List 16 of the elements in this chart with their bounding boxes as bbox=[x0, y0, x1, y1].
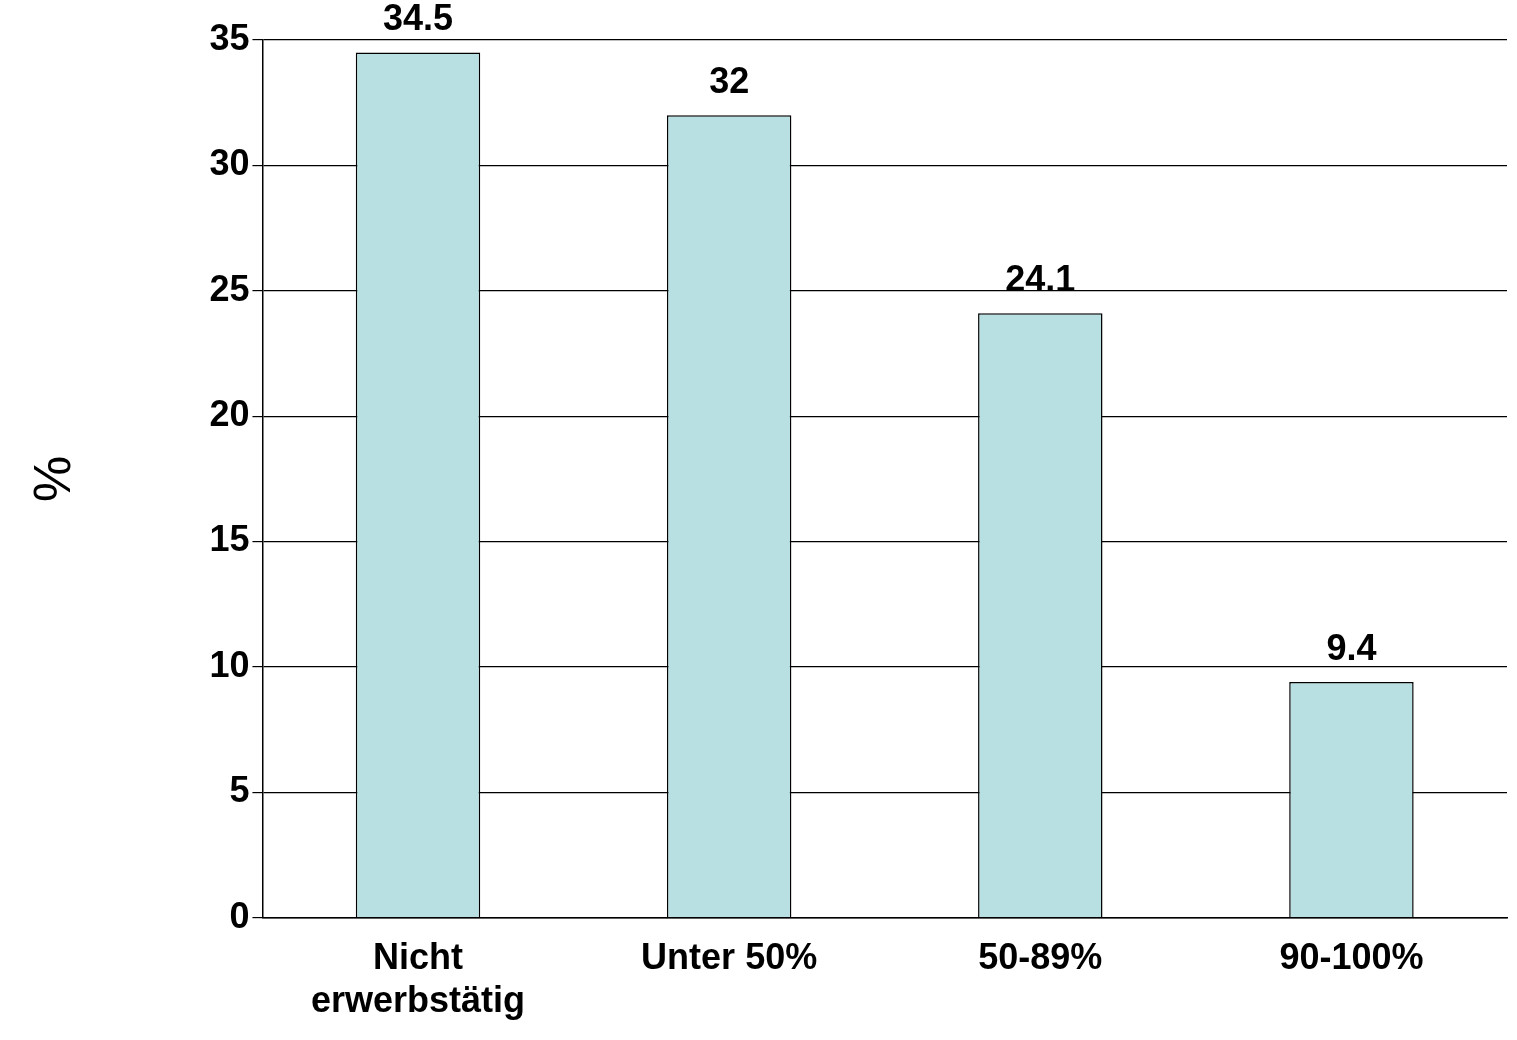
data-label: 9.4 bbox=[1326, 626, 1377, 668]
y-tick-label: 30 bbox=[209, 142, 250, 184]
y-tick-label: 20 bbox=[209, 393, 250, 435]
x-tick-label: Nicht erwerbstätig bbox=[310, 936, 526, 1021]
y-tick-label: 35 bbox=[209, 16, 250, 58]
data-label: 34.5 bbox=[382, 0, 454, 39]
y-tick-label: 10 bbox=[209, 643, 250, 685]
y-axis-title: % bbox=[22, 455, 81, 502]
x-tick-label: 50-89% bbox=[978, 936, 1103, 978]
y-tick-label: 15 bbox=[209, 518, 250, 560]
x-tick-label: 90-100% bbox=[1279, 936, 1424, 978]
y-tick-label: 5 bbox=[229, 769, 250, 811]
y-tick-label: 0 bbox=[229, 894, 250, 936]
y-tick-label: 25 bbox=[209, 267, 250, 309]
data-label: 32 bbox=[709, 60, 750, 102]
x-tick-label: Unter 50% bbox=[641, 936, 818, 978]
